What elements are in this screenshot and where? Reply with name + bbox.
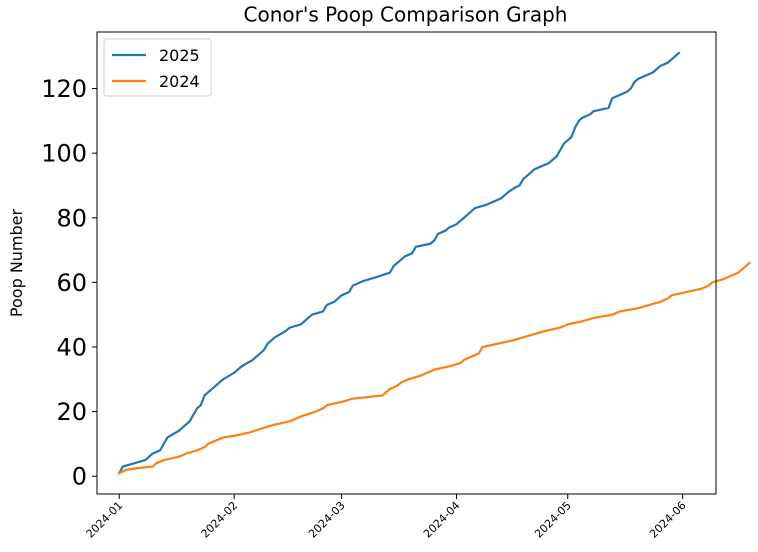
y-axis-label: Poop Number — [7, 208, 26, 317]
y-tick-label-0: 0 — [72, 463, 87, 491]
y-tick-label-80: 80 — [56, 204, 87, 232]
y-tick-label-40: 40 — [56, 334, 87, 362]
legend-label-2025: 2025 — [159, 46, 200, 65]
legend-label-2024: 2024 — [159, 72, 200, 91]
y-tick-label-120: 120 — [41, 75, 87, 103]
series-line-2024 — [117, 261, 751, 475]
y-tick-label-100: 100 — [41, 140, 87, 168]
series-line-2025 — [117, 51, 681, 475]
y-tick-label-20: 20 — [56, 398, 87, 426]
y-tick-label-60: 60 — [56, 269, 87, 297]
chart-title: Conor's Poop Comparison Graph — [244, 3, 568, 27]
axes-frame — [96, 31, 717, 495]
